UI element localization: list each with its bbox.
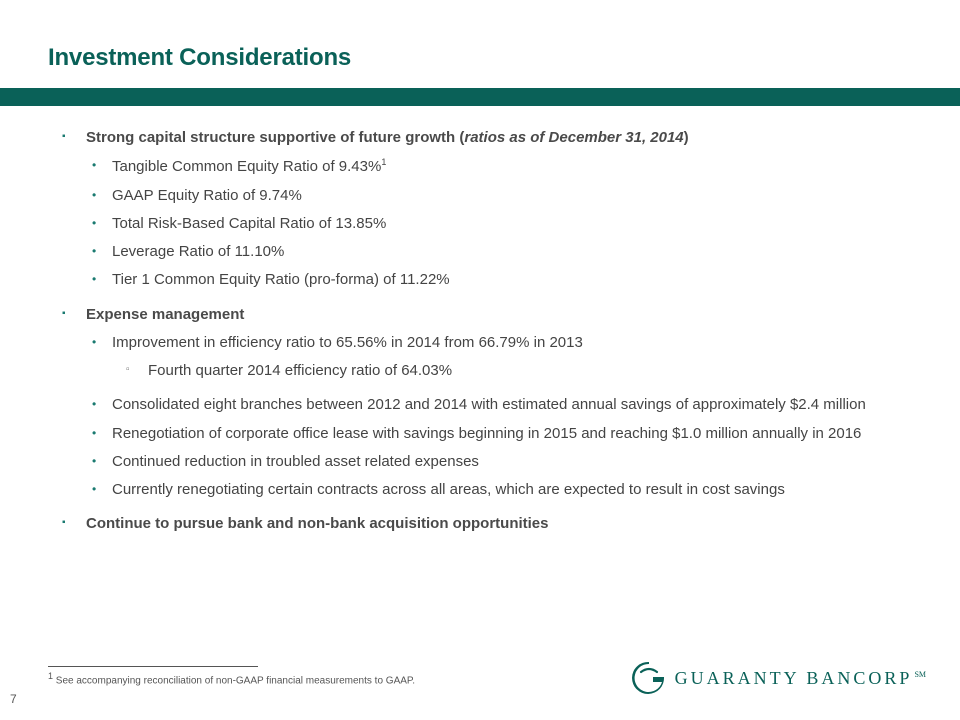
- accent-bar: [0, 88, 960, 106]
- page-number: 7: [10, 692, 17, 706]
- level1-list: Strong capital structure supportive of f…: [56, 128, 904, 535]
- level2-list: Improvement in efficiency ratio to 65.56…: [86, 333, 904, 501]
- level1-item: Continue to pursue bank and non-bank acq…: [56, 514, 904, 534]
- logo-mark-icon: [631, 660, 667, 696]
- level2-item: Continued reduction in troubled asset re…: [86, 452, 904, 472]
- logo-wordmark: GUARANTY BANCORPSM: [675, 668, 926, 689]
- title-block: Investment Considerations: [0, 0, 960, 72]
- level2-text: Tangible Common Equity Ratio of 9.43%: [112, 158, 381, 175]
- level2-text: GAAP Equity Ratio of 9.74%: [112, 187, 302, 204]
- content-area: Strong capital structure supportive of f…: [0, 106, 960, 535]
- level1-heading: Strong capital structure supportive of f…: [86, 128, 904, 148]
- level2-item: Leverage Ratio of 11.10%: [86, 242, 904, 262]
- level1-item: Strong capital structure supportive of f…: [56, 128, 904, 291]
- level2-item: Tangible Common Equity Ratio of 9.43%1: [86, 156, 904, 177]
- level2-text: Tier 1 Common Equity Ratio (pro-forma) o…: [112, 271, 450, 288]
- level1-item: Expense management Improvement in efficie…: [56, 305, 904, 501]
- level2-text: Continued reduction in troubled asset re…: [112, 453, 479, 470]
- level2-text: Improvement in efficiency ratio to 65.56…: [112, 334, 583, 351]
- heading-text: Strong capital structure supportive of f…: [86, 129, 464, 146]
- heading-paren: ratios as of December 31, 2014: [464, 129, 683, 146]
- footnote-area: 1 See accompanying reconciliation of non…: [48, 666, 608, 686]
- level2-list: Tangible Common Equity Ratio of 9.43%1 GA…: [86, 156, 904, 290]
- footnote-text: 1 See accompanying reconciliation of non…: [48, 671, 608, 686]
- footnote-body: See accompanying reconciliation of non-G…: [53, 675, 415, 686]
- level2-text: Leverage Ratio of 11.10%: [112, 243, 284, 260]
- level2-item: Improvement in efficiency ratio to 65.56…: [86, 333, 904, 382]
- slide: Investment Considerations Strong capital…: [0, 0, 960, 720]
- level2-text: Currently renegotiating certain contract…: [112, 481, 785, 498]
- level2-text: Consolidated eight branches between 2012…: [112, 396, 866, 413]
- heading-close: ): [684, 129, 689, 146]
- level2-item: Renegotiation of corporate office lease …: [86, 424, 904, 444]
- level2-text: Total Risk-Based Capital Ratio of 13.85%: [112, 215, 386, 232]
- superscript: 1: [381, 157, 386, 167]
- company-logo: GUARANTY BANCORPSM: [631, 660, 926, 696]
- logo-sm-mark: SM: [914, 670, 926, 679]
- level1-heading: Continue to pursue bank and non-bank acq…: [86, 514, 904, 534]
- level2-item: Currently renegotiating certain contract…: [86, 480, 904, 500]
- level2-item: Total Risk-Based Capital Ratio of 13.85%: [86, 214, 904, 234]
- heading-text: Continue to pursue bank and non-bank acq…: [86, 515, 549, 532]
- footnote-rule: [48, 666, 258, 667]
- level3-text: Fourth quarter 2014 efficiency ratio of …: [148, 362, 452, 379]
- page-title: Investment Considerations: [48, 44, 960, 72]
- logo-text-main: GUARANTY BANCORP: [675, 668, 913, 688]
- level2-text: Renegotiation of corporate office lease …: [112, 425, 861, 442]
- level2-item: Consolidated eight branches between 2012…: [86, 395, 904, 415]
- level2-item: GAAP Equity Ratio of 9.74%: [86, 186, 904, 206]
- heading-text: Expense management: [86, 306, 244, 323]
- level3-item: Fourth quarter 2014 efficiency ratio of …: [112, 361, 904, 381]
- level3-list: Fourth quarter 2014 efficiency ratio of …: [112, 361, 904, 381]
- level2-item: Tier 1 Common Equity Ratio (pro-forma) o…: [86, 270, 904, 290]
- level1-heading: Expense management: [86, 305, 904, 325]
